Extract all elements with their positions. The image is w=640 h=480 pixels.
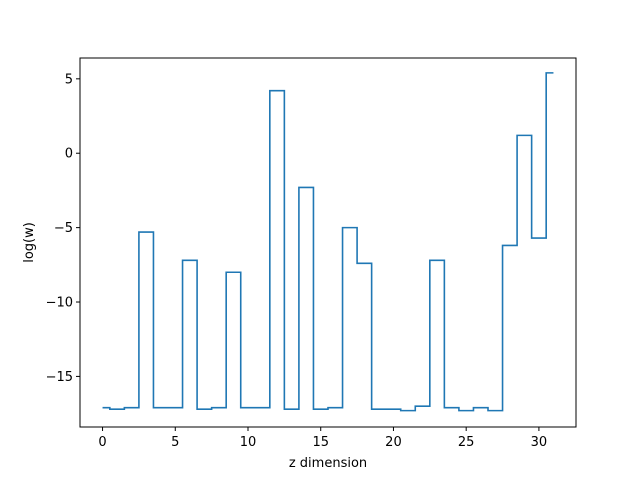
- x-axis-ticks: 0 5 10 15 20 25 30: [98, 427, 547, 450]
- x-tick-label: 25: [458, 435, 475, 450]
- x-tick-label: 15: [312, 435, 329, 450]
- x-tick-label: 30: [531, 435, 548, 450]
- plot-frame: [79, 57, 577, 428]
- x-tick-label: 20: [385, 435, 402, 450]
- x-axis-label: z dimension: [289, 456, 367, 471]
- x-tick-label: 5: [171, 435, 179, 450]
- x-tick-label: 10: [240, 435, 257, 450]
- y-tick-label: −10: [46, 296, 73, 311]
- series-line: [102, 72, 554, 412]
- y-axis-ticks: −15 −10 −5 0 5: [46, 72, 80, 385]
- data-layer: [102, 72, 554, 412]
- x-tick-label: 0: [98, 435, 106, 450]
- y-tick-label: −5: [54, 221, 73, 236]
- y-tick-label: 0: [65, 147, 73, 162]
- plot-area: [80, 58, 576, 427]
- y-tick-label: 5: [65, 72, 73, 87]
- y-axis-label: log(w): [22, 222, 37, 263]
- y-tick-label: −15: [46, 370, 73, 385]
